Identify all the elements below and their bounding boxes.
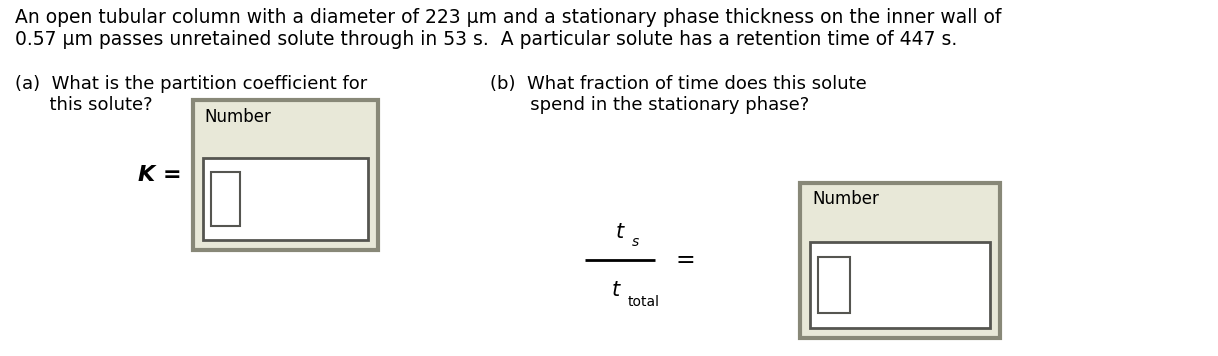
Text: (a)  What is the partition coefficient for: (a) What is the partition coefficient fo… <box>15 75 368 93</box>
Text: $t$: $t$ <box>615 222 625 242</box>
Bar <box>818 257 850 313</box>
Text: Number: Number <box>812 190 879 209</box>
Text: Number: Number <box>205 108 272 126</box>
Text: An open tubular column with a diameter of 223 μm and a stationary phase thicknes: An open tubular column with a diameter o… <box>15 8 1001 27</box>
Bar <box>192 100 378 250</box>
Text: 0.57 μm passes unretained solute through in 53 s.  A particular solute has a ret: 0.57 μm passes unretained solute through… <box>15 30 957 49</box>
Bar <box>810 242 990 328</box>
Bar <box>202 157 368 240</box>
Bar <box>800 183 1000 337</box>
Text: s: s <box>632 235 639 249</box>
Text: =: = <box>675 248 694 272</box>
Text: this solute?: this solute? <box>15 96 152 114</box>
Text: $t$: $t$ <box>610 280 621 300</box>
Text: (b)  What fraction of time does this solute: (b) What fraction of time does this solu… <box>490 75 867 93</box>
Text: total: total <box>628 295 660 309</box>
Text: K =: K = <box>138 165 181 185</box>
Bar <box>211 172 240 226</box>
Text: spend in the stationary phase?: spend in the stationary phase? <box>490 96 809 114</box>
